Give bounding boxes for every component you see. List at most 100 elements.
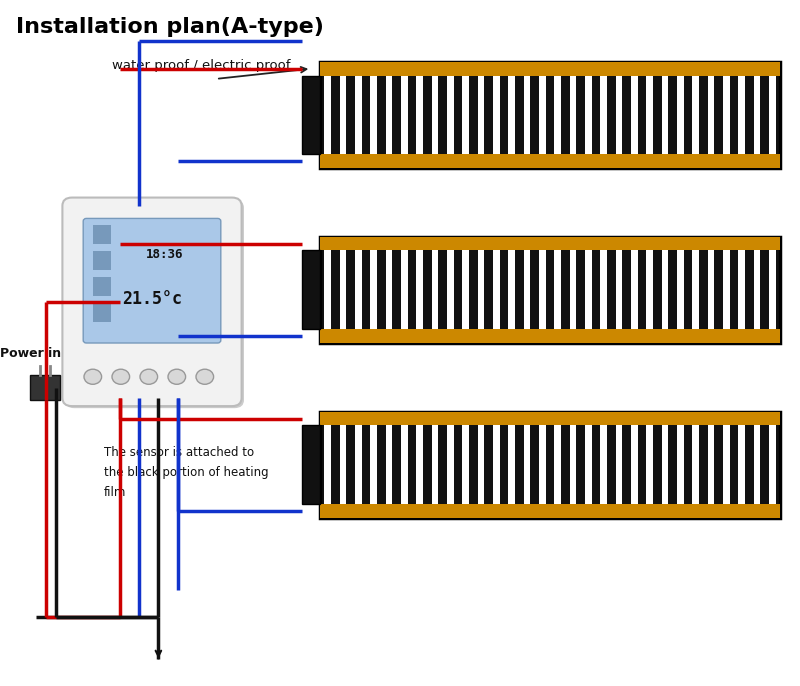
Bar (339, 250, 346, 329)
Bar (754, 250, 761, 329)
Text: water proof / electric proof: water proof / electric proof (112, 59, 290, 72)
Text: Power input: Power input (0, 347, 85, 360)
Bar (320, 412, 780, 425)
Bar (738, 425, 745, 504)
Bar (600, 250, 607, 329)
Bar (93, 225, 111, 244)
Text: Installation plan(A-type): Installation plan(A-type) (16, 17, 324, 37)
Bar (320, 412, 780, 518)
Bar (93, 251, 111, 270)
Bar (416, 425, 423, 504)
Bar (769, 75, 776, 154)
Bar (320, 329, 780, 343)
Bar (447, 75, 454, 154)
Bar (570, 75, 577, 154)
Bar (523, 425, 530, 504)
Bar (320, 504, 780, 518)
Bar (677, 425, 684, 504)
Bar (447, 425, 454, 504)
Bar (320, 154, 780, 168)
Bar (478, 75, 485, 154)
Bar (631, 425, 638, 504)
Circle shape (112, 369, 130, 384)
Circle shape (140, 369, 158, 384)
Bar (416, 75, 423, 154)
Bar (585, 75, 592, 154)
Bar (769, 425, 776, 504)
Bar (401, 425, 408, 504)
Bar (677, 250, 684, 329)
Bar (370, 75, 377, 154)
Circle shape (168, 369, 186, 384)
Bar (769, 250, 776, 329)
Bar (462, 250, 469, 329)
Text: 18:36: 18:36 (146, 248, 184, 261)
Bar (302, 425, 320, 504)
Bar (355, 75, 362, 154)
Bar (324, 75, 331, 154)
Bar (370, 425, 377, 504)
Bar (416, 250, 423, 329)
Bar (723, 75, 730, 154)
Bar (554, 250, 561, 329)
Bar (462, 75, 469, 154)
Bar (339, 75, 346, 154)
Bar (554, 75, 561, 154)
Bar (754, 425, 761, 504)
Bar (615, 75, 622, 154)
Text: The sensor is attached to
the black portion of heating
film: The sensor is attached to the black port… (104, 446, 269, 499)
Bar (355, 250, 362, 329)
Bar (462, 425, 469, 504)
Bar (324, 250, 331, 329)
Bar (677, 75, 684, 154)
Bar (692, 75, 699, 154)
Bar (570, 425, 577, 504)
Bar (493, 75, 500, 154)
Bar (320, 237, 780, 250)
Bar (631, 75, 638, 154)
Bar (386, 75, 393, 154)
Bar (646, 250, 653, 329)
Bar (508, 425, 515, 504)
Bar (324, 425, 331, 504)
Bar (738, 250, 745, 329)
Bar (631, 250, 638, 329)
Bar (401, 250, 408, 329)
Bar (493, 425, 500, 504)
Bar (478, 425, 485, 504)
Bar (646, 425, 653, 504)
Bar (692, 425, 699, 504)
Bar (339, 425, 346, 504)
Bar (600, 75, 607, 154)
Bar (539, 250, 546, 329)
FancyBboxPatch shape (62, 198, 242, 406)
Bar (523, 75, 530, 154)
Bar (662, 250, 669, 329)
Bar (738, 75, 745, 154)
Bar (431, 425, 438, 504)
Bar (707, 425, 714, 504)
Bar (570, 250, 577, 329)
Bar (478, 250, 485, 329)
FancyBboxPatch shape (65, 200, 244, 408)
Bar (585, 250, 592, 329)
Bar (615, 425, 622, 504)
Text: 21.5°c: 21.5°c (122, 289, 182, 307)
Bar (493, 250, 500, 329)
Bar (93, 303, 111, 322)
Bar (431, 250, 438, 329)
FancyBboxPatch shape (83, 218, 221, 343)
Bar (30, 375, 60, 400)
Bar (302, 250, 320, 329)
Bar (692, 250, 699, 329)
Bar (539, 425, 546, 504)
Bar (401, 75, 408, 154)
Circle shape (84, 369, 102, 384)
Bar (646, 75, 653, 154)
Bar (539, 75, 546, 154)
Bar (370, 250, 377, 329)
Bar (585, 425, 592, 504)
Bar (508, 250, 515, 329)
Bar (600, 425, 607, 504)
Bar (615, 250, 622, 329)
